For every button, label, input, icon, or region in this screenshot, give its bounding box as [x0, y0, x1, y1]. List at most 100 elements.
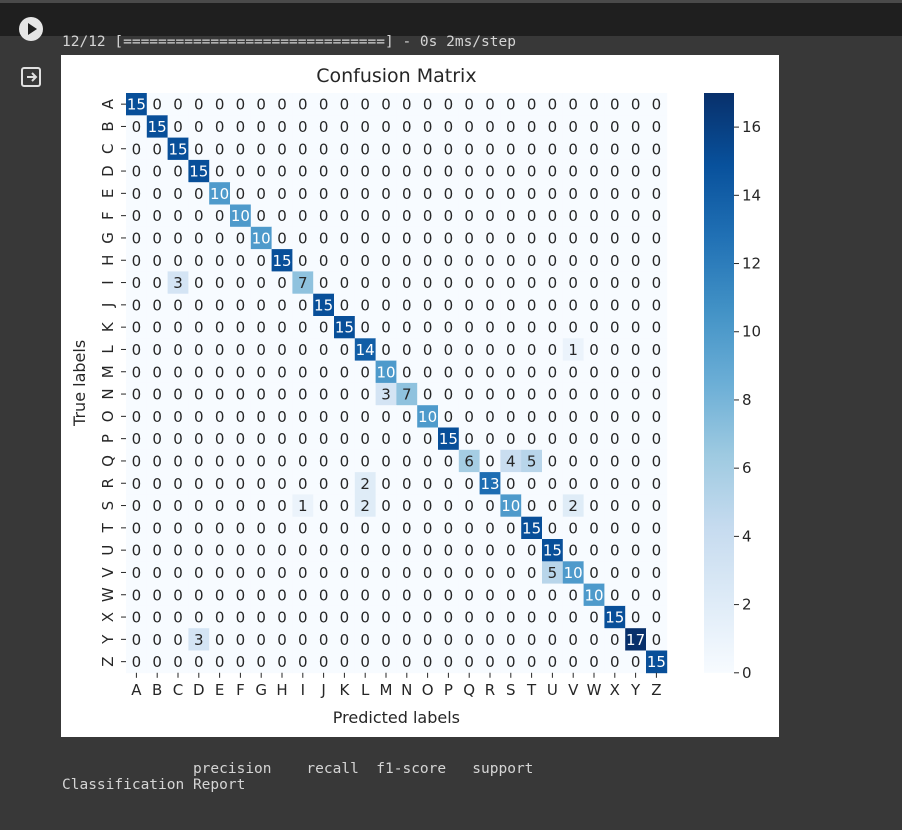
- heatmap-cell: [271, 650, 293, 674]
- heatmap-cell: [334, 539, 356, 562]
- colorbar: [704, 93, 734, 673]
- colorbar-tick-label: 16: [742, 118, 761, 136]
- heatmap-cell: [562, 115, 584, 138]
- heatmap-cell: [604, 93, 626, 116]
- cell-value-label: 0: [631, 185, 641, 203]
- heatmap-cell: [438, 249, 460, 272]
- x-tick-label: S: [506, 681, 516, 699]
- heatmap-cell: [521, 516, 543, 540]
- cell-value-label: 0: [152, 96, 162, 114]
- cell-value-label: 0: [568, 274, 578, 292]
- heatmap-cell: [250, 583, 272, 607]
- cell-value-label: 0: [319, 252, 329, 270]
- cell-value-label: 0: [568, 118, 578, 136]
- heatmap-cell: [146, 226, 168, 250]
- cell-value-label: 0: [194, 653, 204, 671]
- cell-value-label: 0: [319, 341, 329, 359]
- cell-value-label: 0: [340, 252, 350, 270]
- heatmap-cell: [417, 650, 439, 674]
- heatmap-cell: [146, 650, 168, 674]
- cell-value-label: 0: [381, 118, 391, 136]
- cell-value-label: 0: [256, 363, 266, 381]
- cell-value-label: 0: [298, 96, 308, 114]
- run-cell-icon[interactable]: [19, 17, 43, 41]
- cell-value-label: 15: [314, 296, 333, 314]
- heatmap-cell: [604, 271, 626, 295]
- heatmap-cell: [500, 93, 522, 116]
- heatmap-cell: [167, 271, 189, 295]
- heatmap-cell: [438, 516, 460, 540]
- cell-value-label: 0: [568, 430, 578, 448]
- cell-value-label: 0: [527, 386, 537, 404]
- cell-value-label: 7: [298, 274, 308, 292]
- heatmap-cell: [313, 494, 335, 518]
- cell-value-label: 0: [277, 229, 287, 247]
- y-tick-label: L: [99, 345, 117, 354]
- heatmap-cell: [438, 204, 460, 228]
- cell-value-label: 0: [173, 118, 183, 136]
- cell-value-label: 0: [152, 653, 162, 671]
- heatmap-cell: [479, 360, 501, 384]
- cell-value-label: 0: [548, 653, 558, 671]
- cell-value-label: 0: [194, 609, 204, 627]
- cell-value-label: 0: [319, 631, 329, 649]
- heatmap-cell: [500, 316, 522, 339]
- cell-value-label: 0: [381, 519, 391, 537]
- cell-value-label: 0: [548, 363, 558, 381]
- heatmap-cell: [354, 182, 376, 205]
- heatmap-cell: [583, 182, 605, 205]
- x-tick-label: V: [568, 681, 579, 699]
- cell-value-label: 0: [610, 542, 620, 560]
- heatmap-cell: [209, 449, 231, 473]
- heatmap-cell: [209, 226, 231, 250]
- heatmap-cell: [396, 182, 418, 205]
- heatmap-cell: [126, 338, 148, 361]
- cell-value-label: 5: [527, 452, 537, 470]
- heatmap-cell: [458, 516, 480, 540]
- cell-value-label: 0: [652, 207, 662, 225]
- heatmap-cell: [375, 382, 397, 406]
- cell-value-label: 0: [277, 542, 287, 560]
- heatmap-cell: [604, 137, 626, 161]
- cell-value-label: 0: [506, 341, 516, 359]
- cell-value-label: 0: [194, 564, 204, 582]
- heatmap-cell: [583, 271, 605, 295]
- heatmap-cell: [583, 204, 605, 228]
- x-tick-label: H: [276, 681, 287, 699]
- heatmap-cell: [646, 316, 668, 339]
- cell-value-label: 0: [402, 274, 412, 292]
- heatmap-cell: [188, 293, 210, 317]
- cell-value-label: 0: [506, 163, 516, 181]
- cell-value-label: 0: [464, 497, 474, 515]
- cell-value-label: 7: [402, 386, 412, 404]
- heatmap-cell: [479, 650, 501, 674]
- cell-value-label: 0: [548, 631, 558, 649]
- heatmap-cell: [126, 271, 148, 295]
- cell-value-label: 15: [335, 319, 354, 337]
- heatmap-cell: [417, 449, 439, 473]
- heatmap-cell: [542, 405, 564, 428]
- heatmap-cell: [417, 382, 439, 406]
- heatmap-cell: [604, 382, 626, 406]
- heatmap-cell: [250, 93, 272, 116]
- y-tick-label: S: [99, 501, 117, 511]
- output-exit-icon[interactable]: [19, 65, 43, 89]
- heatmap-cell: [188, 249, 210, 272]
- heatmap-cell: [209, 249, 231, 272]
- cell-value-label: 0: [485, 609, 495, 627]
- heatmap-cell: [396, 249, 418, 272]
- heatmap-cell: [230, 226, 252, 250]
- cell-value-label: 0: [464, 274, 474, 292]
- cell-value-label: 0: [173, 519, 183, 537]
- heatmap-cell: [209, 338, 231, 361]
- heatmap-cell: [417, 539, 439, 562]
- cell-value-label: 0: [173, 609, 183, 627]
- cell-value-label: 0: [340, 341, 350, 359]
- cell-value-label: 0: [652, 386, 662, 404]
- heatmap-cell: [542, 360, 564, 384]
- cell-value-label: 0: [485, 207, 495, 225]
- cell-value-label: 0: [444, 408, 454, 426]
- cell-value-label: 0: [402, 542, 412, 560]
- heatmap-cell: [126, 494, 148, 518]
- heatmap-cell: [604, 427, 626, 451]
